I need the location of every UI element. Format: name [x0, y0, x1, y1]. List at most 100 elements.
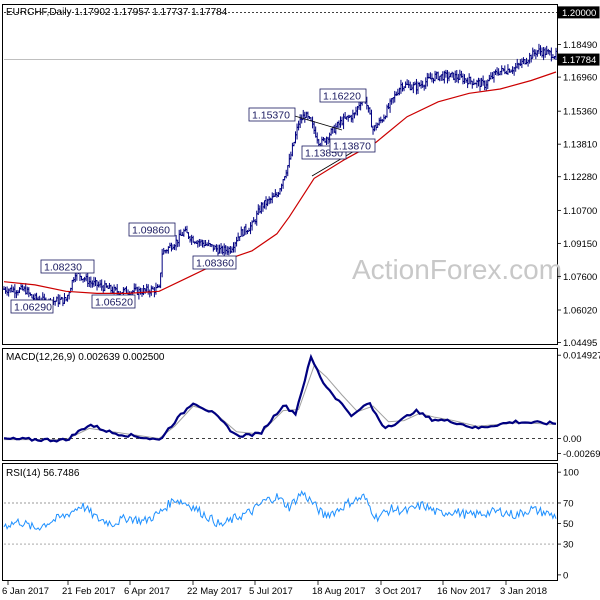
price-bar [205, 242, 209, 247]
price-bar [185, 225, 189, 234]
price-bar [433, 70, 437, 82]
price-bar [103, 280, 107, 292]
macd-title: MACD(12,26,9) 0.002639 0.002500 [6, 352, 165, 363]
price-bar [215, 244, 218, 252]
price-bar [213, 244, 217, 250]
price-bar [421, 80, 424, 88]
price-bar [18, 287, 21, 294]
price-bar [264, 196, 268, 210]
price-bar [111, 286, 114, 294]
price-bar [554, 47, 558, 60]
price-bar [334, 123, 338, 135]
macd-tick-label: 0.014927 [563, 351, 600, 362]
price-bar [176, 239, 179, 248]
price-tick-label: 1.16960 [563, 73, 597, 84]
macd-panel-frame [2, 348, 558, 461]
price-bar [407, 80, 410, 89]
price-bar [173, 244, 176, 251]
price-bar [4, 286, 7, 294]
price-bar [146, 284, 150, 295]
price-bar [332, 124, 336, 133]
price-bar [63, 293, 66, 305]
price-bar [246, 229, 249, 235]
price-bar [480, 77, 483, 87]
price-bar [5, 286, 9, 296]
price-bar [314, 126, 317, 138]
price-bar [182, 228, 186, 237]
price-bar [142, 284, 145, 296]
price-bar [546, 48, 550, 55]
price-bar [532, 49, 536, 57]
price-bar [235, 236, 238, 247]
price-bar [224, 245, 228, 255]
rsi-panel-frame [2, 463, 558, 581]
price-bar [495, 67, 499, 76]
price-bar [227, 246, 231, 256]
price-bar [446, 70, 449, 84]
price-bar [394, 91, 398, 96]
rsi-tick-label: 70 [563, 498, 574, 509]
price-bar [244, 223, 248, 235]
price-bar [393, 90, 397, 103]
rsi-tick-label: 50 [563, 519, 574, 530]
price-annotations: 1.06290 1.08230 1.06520 1.09860 1.08360 … [10, 88, 376, 314]
price-bar [542, 46, 545, 61]
x-axis: 6 Jan 2017 21 Feb 2017 6 Apr 2017 22 May 20… [2, 580, 547, 597]
price-bar [263, 200, 266, 209]
price-bar [202, 240, 206, 248]
price-bars [2, 43, 558, 311]
price-tick-label: 1.12280 [563, 172, 597, 183]
price-bar [457, 73, 460, 84]
annotation-low-3-text: 1.08360 [196, 258, 234, 270]
annotation-low-3: 1.08360 [192, 255, 237, 270]
price-bar [229, 245, 232, 254]
price-bar [199, 239, 203, 246]
x-tick-label: 6 Jan 2017 [2, 586, 49, 597]
annotation-high-1: 1.08230 [40, 259, 95, 274]
annotation-low-5: 1.13870 [329, 138, 376, 153]
price-bar [432, 77, 435, 84]
level-line-label: 1.20000 [562, 8, 596, 19]
price-tick-label: 1.09150 [563, 239, 597, 250]
price-bar [256, 204, 260, 215]
price-bar [22, 286, 26, 292]
price-bar [212, 244, 215, 252]
price-bar [370, 109, 373, 128]
price-bar [27, 287, 31, 298]
price-bar [143, 288, 147, 294]
price-bar [543, 47, 547, 58]
price-bar [179, 229, 183, 236]
rsi-tick-label: 100 [563, 468, 579, 479]
price-bar [311, 116, 314, 129]
price-bar [410, 84, 414, 91]
price-bar [528, 52, 531, 64]
x-tick-label: 5 Jul 2017 [249, 586, 293, 597]
price-bar [109, 284, 113, 294]
price-bar [477, 77, 480, 87]
price-bar [86, 271, 90, 287]
price-bar [122, 287, 125, 296]
price-bar [315, 132, 319, 144]
annotation-high-4-text: 1.16220 [323, 91, 361, 103]
price-bar [367, 105, 370, 113]
price-bar [15, 290, 18, 299]
price-bar [66, 294, 69, 302]
last-price-label: 1.17784 [562, 55, 596, 66]
price-bar [101, 284, 105, 293]
price-bar [204, 240, 207, 247]
level-line-tag [557, 6, 600, 19]
price-bar [55, 296, 59, 302]
price-bar [159, 272, 162, 289]
price-tick-label: 1.06020 [563, 306, 597, 317]
price-bar [525, 57, 528, 65]
price-bar [222, 243, 226, 258]
price-bar [342, 113, 345, 130]
price-bar [160, 248, 164, 278]
price-bar [387, 103, 390, 110]
watermark: ActionForex.com [352, 254, 562, 285]
price-bar [94, 277, 97, 287]
price-bar [274, 189, 277, 197]
price-bar [171, 244, 175, 250]
price-bar [438, 75, 442, 82]
